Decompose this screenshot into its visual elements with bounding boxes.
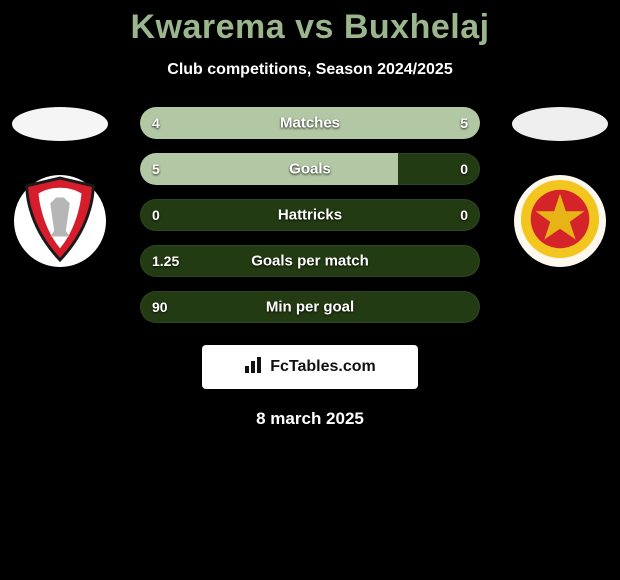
page-root: Kwarema vs Buxhelaj Club competitions, S… <box>0 0 620 429</box>
bars-icon <box>244 356 264 379</box>
stat-bar: Goals per match1.25 <box>140 245 480 277</box>
left-club-badge <box>14 175 106 267</box>
page-subtitle: Club competitions, Season 2024/2025 <box>0 61 620 79</box>
comparison-row: Matches45Goals50Hattricks00Goals per mat… <box>0 107 620 323</box>
stat-value-right: 0 <box>460 207 468 223</box>
brand-text: FcTables.com <box>270 358 376 376</box>
stat-label: Hattricks <box>140 207 480 224</box>
right-club-badge <box>514 175 606 267</box>
stat-value-left: 4 <box>152 115 160 131</box>
stat-value-right: 0 <box>460 161 468 177</box>
stat-value-left: 90 <box>152 299 168 315</box>
match-date: 8 march 2025 <box>0 409 620 429</box>
stat-label: Matches <box>140 115 480 132</box>
stat-label: Goals per match <box>140 253 480 270</box>
stat-value-left: 5 <box>152 161 160 177</box>
stat-bar: Goals5 0 <box>140 153 480 185</box>
stat-value-left: 0 <box>152 207 160 223</box>
stat-bar: Matches4 5 <box>140 107 480 139</box>
stat-value-right: 5 <box>460 115 468 131</box>
stats-column: Matches45Goals50Hattricks00Goals per mat… <box>140 107 480 323</box>
star-badge-icon <box>519 178 601 265</box>
right-player-column <box>510 107 610 267</box>
stat-bar: Hattricks0 0 <box>140 199 480 231</box>
brand-box[interactable]: FcTables.com <box>202 345 418 389</box>
stat-label: Goals <box>140 161 480 178</box>
right-player-pill <box>512 107 608 141</box>
left-player-column <box>10 107 110 267</box>
left-player-pill <box>12 107 108 141</box>
stat-bar: Min per goal90 <box>140 291 480 323</box>
stat-value-left: 1.25 <box>152 253 179 269</box>
page-title: Kwarema vs Buxhelaj <box>0 8 620 47</box>
stat-label: Min per goal <box>140 299 480 316</box>
shield-icon <box>21 176 99 267</box>
